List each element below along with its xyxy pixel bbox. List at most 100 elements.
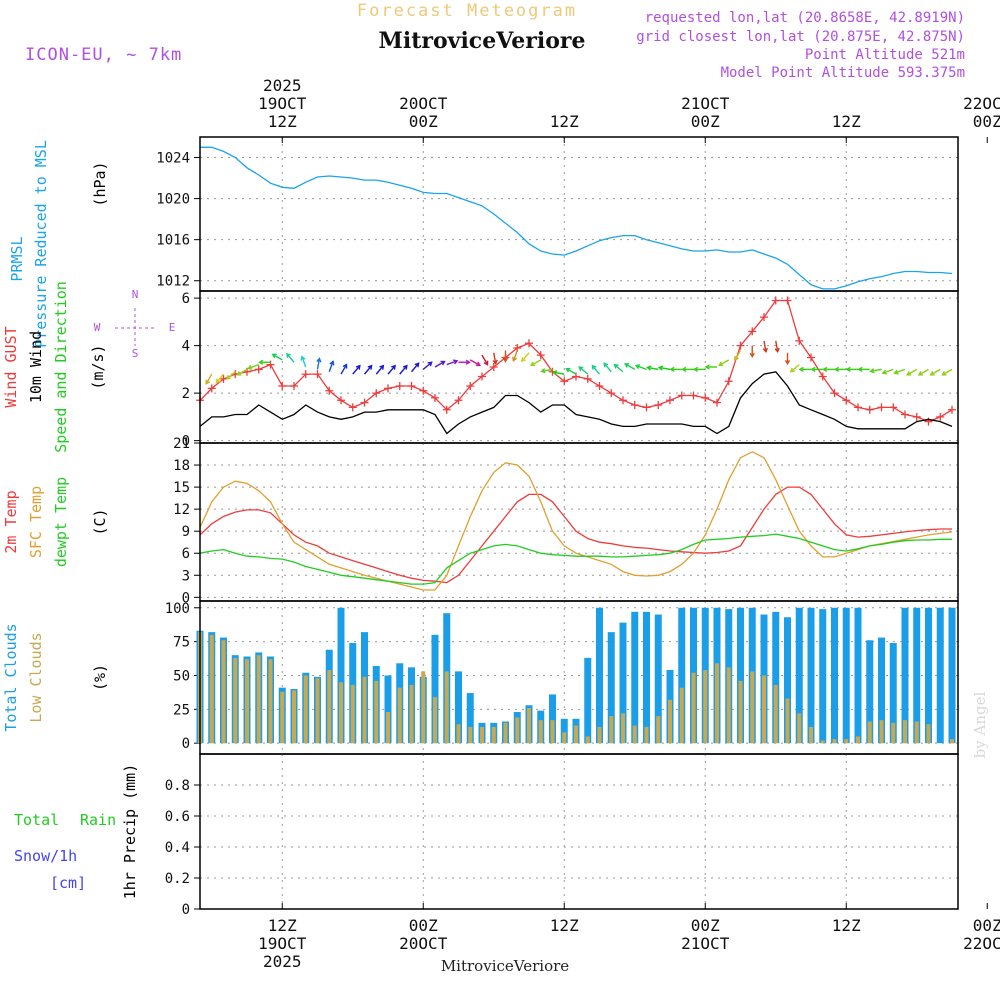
location-title: MitroviceVeriore	[379, 28, 586, 54]
wind-arrowhead	[810, 366, 816, 373]
wind-arrow	[553, 371, 565, 375]
bar-clouds	[809, 726, 813, 744]
wind-arrowhead	[749, 352, 755, 358]
panel-frame	[199, 136, 959, 292]
header: Forecast Meteogram MitroviceVeriore ICON…	[25, 1, 989, 975]
wind-arrow	[387, 365, 396, 375]
gust-marker	[818, 372, 827, 381]
top-time-label: 12Z	[832, 112, 861, 131]
bar-clouds	[703, 670, 708, 744]
bar-clouds	[654, 614, 662, 744]
panel-clouds: 0 25 50 75 100 Total Clouds Low Clouds (%)	[2, 600, 959, 755]
bar-clouds	[292, 690, 296, 744]
bottom-time-label: 20OCT	[399, 934, 448, 953]
bottom-time-label: 22OCT	[963, 934, 1000, 953]
bar-clouds	[820, 740, 825, 744]
series-line	[199, 533, 952, 585]
panel-label: Total Clouds	[2, 623, 20, 731]
wind-arrow	[512, 350, 518, 361]
y-tick-label: 3	[182, 568, 190, 584]
wind-arrow	[205, 373, 213, 385]
bar-clouds	[631, 611, 639, 744]
wind-arrowhead	[483, 360, 489, 366]
bar-clouds	[245, 659, 249, 744]
compass-rose: N S W E	[94, 288, 176, 360]
bar-clouds	[480, 726, 484, 744]
gust-marker	[536, 351, 545, 360]
bar-clouds	[384, 675, 392, 744]
wind-arrowhead	[634, 364, 641, 370]
wind-arrowhead	[502, 357, 509, 363]
top-time-label: 12Z	[550, 112, 579, 131]
y-tick-label: 1016	[156, 233, 190, 249]
wind-arrow	[272, 353, 283, 361]
wind-arrowhead	[286, 352, 291, 358]
bar-clouds	[268, 659, 273, 744]
y-tick-label: 25	[173, 702, 190, 718]
bar-clouds	[221, 640, 226, 744]
credit-label: by Angel	[971, 691, 989, 758]
bar-clouds	[643, 611, 650, 744]
wind-arrow	[894, 368, 906, 374]
bar-clouds	[856, 736, 860, 744]
wind-arrowhead	[225, 374, 231, 380]
wind-arrowhead	[624, 363, 630, 368]
y-tick-label: 6	[182, 291, 190, 307]
wind-arrowhead	[512, 356, 518, 362]
wind-arrow	[775, 340, 779, 352]
bar-clouds	[609, 716, 614, 744]
series-line	[199, 486, 952, 584]
y-tick-label: 0.2	[165, 871, 190, 887]
bar-clouds	[867, 721, 872, 744]
bar-clouds	[621, 713, 625, 744]
top-time-label: 00Z	[973, 112, 1000, 131]
wind-arrowhead	[391, 364, 396, 370]
wind-arrow	[328, 361, 334, 372]
bar-clouds	[538, 720, 543, 744]
closest-coords: grid closest lon,lat (20.875E, 42.875N)	[636, 29, 965, 45]
wind-arrowhead	[402, 364, 408, 370]
gust-marker	[372, 389, 381, 398]
top-time-label: 00Z	[409, 112, 438, 131]
wind-arrowhead	[316, 357, 322, 363]
wind-arrowhead	[540, 368, 546, 374]
wind-arrowhead	[355, 364, 361, 370]
wind-arrow	[340, 364, 348, 375]
wind-arrow	[566, 368, 577, 375]
gust-marker	[666, 396, 674, 405]
gust-marker	[701, 393, 710, 402]
series-total-clouds	[196, 607, 956, 744]
bar-clouds	[819, 609, 827, 744]
wind-arrowhead	[578, 366, 584, 372]
wind-arrowhead	[704, 364, 710, 370]
wind-arrowhead	[734, 355, 739, 362]
bar-clouds	[750, 671, 755, 744]
gust-marker	[771, 296, 780, 305]
compass-n: N	[132, 288, 139, 301]
bar-clouds	[209, 634, 214, 744]
panel-label: SFC Temp	[27, 486, 45, 558]
bottom-time-label: 19OCT	[258, 934, 307, 953]
bottom-time-label: 2025	[263, 952, 302, 971]
bar-clouds	[585, 736, 590, 744]
wind-arrow	[493, 352, 497, 364]
wind-arrow	[870, 368, 882, 372]
unit-label: (C)	[91, 508, 109, 535]
unit-label: (hPa)	[91, 161, 109, 206]
bottom-time-label: 12Z	[268, 916, 297, 935]
series-line	[200, 146, 953, 290]
y-tick-label: 15	[173, 480, 190, 496]
gust-marker	[431, 393, 439, 402]
gust-marker	[525, 339, 533, 348]
bottom-time-label: 00Z	[973, 916, 1000, 935]
gust-marker	[783, 296, 792, 305]
gust-marker	[877, 403, 886, 412]
y-tick-label: 1024	[156, 151, 190, 167]
bar-clouds	[280, 691, 285, 744]
bar-clouds	[256, 655, 261, 744]
wind-arrow	[226, 371, 236, 380]
y-tick-label: 0	[182, 902, 190, 918]
wind-arrowhead	[465, 359, 471, 365]
bar-clouds	[397, 687, 402, 744]
